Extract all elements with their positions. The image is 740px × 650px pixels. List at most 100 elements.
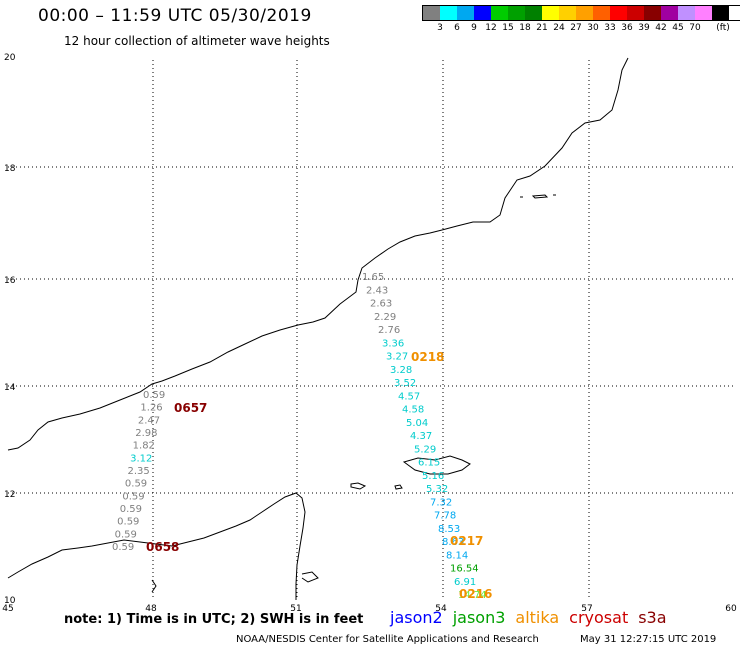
- longitude-tick-label: 60: [725, 604, 737, 614]
- swh-value: 5.04: [406, 418, 428, 429]
- swh-value: 0.59: [122, 491, 144, 502]
- legend-tick-label: 30: [587, 23, 599, 33]
- swh-value: 14.74: [458, 590, 487, 601]
- legend-swatch: [508, 6, 525, 20]
- legend-swatch: [576, 6, 593, 20]
- latitude-tick-label: 16: [4, 276, 16, 286]
- legend-swatch: [491, 6, 508, 20]
- time-labels: 0218 0217 0216 0657 0658: [146, 350, 492, 601]
- track-west: 0.591.262.472.981.823.122.350.590.590.59…: [112, 390, 165, 553]
- legend-tick-label: 45: [672, 23, 684, 33]
- legend-swatch: [440, 6, 457, 20]
- legend-tick-label: 70: [689, 23, 701, 33]
- swh-value: 2.43: [366, 285, 388, 296]
- legend-tick-label: 18: [519, 23, 531, 33]
- legend-swatch: [695, 6, 712, 20]
- satellite-name: s3a: [638, 608, 667, 627]
- satellite-name: jason3: [452, 608, 506, 627]
- swh-value: 3.27: [386, 352, 408, 363]
- satellite-legend: jason2 jason3 altika cryosat s3a: [390, 608, 677, 627]
- swh-value: 5.29: [414, 444, 436, 455]
- legend-tick-label: 3: [437, 23, 443, 33]
- legend-swatch: [474, 6, 491, 20]
- longitude-tick-label: 54: [435, 604, 447, 614]
- swh-value: 0.59: [120, 504, 142, 515]
- track-east: 1.65 2.43 2.63 2.29 2.76 3.36 3.27 3.28 3.52 4.57…: [362, 272, 487, 601]
- swh-value: 4.57: [398, 391, 420, 402]
- swh-value: 2.35: [128, 466, 150, 477]
- pass-time-label: 0218: [411, 350, 444, 364]
- swh-value: 2.47: [138, 415, 160, 426]
- swh-value: 16.54: [450, 564, 479, 575]
- longitude-ticks: 45 48 51 54 57 60: [2, 604, 737, 614]
- longitude-tick-label: 51: [290, 604, 301, 614]
- swh-value: 0.59: [117, 517, 139, 528]
- color-legend: 3 6 9 12 15 18 21 24 27 30 33 36 39 42 45 70 (ft): [422, 5, 740, 35]
- legend-swatch: [423, 6, 440, 20]
- swh-value: 6.15: [418, 458, 440, 469]
- swh-value: 4.58: [402, 405, 424, 416]
- credit-text: NOAA/NESDIS Center for Satellite Applica…: [236, 634, 539, 645]
- legend-swatch: [627, 6, 644, 20]
- swh-value: 3.36: [382, 338, 404, 349]
- legend-swatch: [712, 6, 729, 20]
- swh-value: 1.65: [362, 272, 384, 283]
- legend-tick-label: 36: [621, 23, 633, 33]
- swh-value: 0.59: [125, 479, 147, 490]
- legend-swatch: [610, 6, 627, 20]
- latitude-tick-label: 10: [4, 596, 16, 606]
- credit-date: May 31 12:27:15 UTC 2019: [580, 634, 717, 645]
- coastline-fragment: [151, 579, 157, 593]
- legend-swatch: [678, 6, 695, 20]
- pass-time-label: 0657: [174, 401, 207, 415]
- legend-unit: (ft): [716, 23, 730, 33]
- swh-value: 2.29: [374, 312, 396, 323]
- legend-tick-label: 9: [471, 23, 477, 33]
- legend-tick-label: 21: [536, 23, 548, 33]
- swh-value: 8.53: [438, 524, 460, 535]
- longitude-tick-label: 48: [145, 604, 157, 614]
- note-text: note: 1) Time is in UTC; 2) SWH is in fe…: [64, 612, 364, 627]
- swh-value: 5.16: [422, 471, 444, 482]
- swh-value: 8.14: [446, 550, 468, 561]
- map-title: 00:00 – 11:59 UTC 05/30/2019: [38, 6, 312, 26]
- swh-value: 0.59: [143, 390, 165, 401]
- longitude-tick-label: 57: [581, 604, 592, 614]
- legend-swatch: [542, 6, 559, 20]
- island-socotra: [402, 455, 471, 475]
- legend-swatch: [559, 6, 576, 20]
- satellite-name: altika: [515, 608, 560, 627]
- swh-value: 3.28: [390, 365, 412, 376]
- legend-tick-label: 24: [553, 23, 565, 33]
- legend-ticks: 3 6 9 12 15 18 21 24 27 30 33 36 39 42 45 70 (ft): [422, 21, 740, 35]
- legend-tick-label: 39: [638, 23, 650, 33]
- pass-time-label: 0217: [450, 534, 483, 548]
- legend-swatches: [422, 5, 740, 21]
- latitude-tick-label: 14: [4, 383, 16, 393]
- swh-value: 7.78: [434, 511, 456, 522]
- longitude-tick-label: 45: [2, 604, 13, 614]
- swh-value: 4.37: [410, 431, 432, 442]
- islands-small: [301, 194, 556, 583]
- swh-value: 2.63: [370, 299, 392, 310]
- swh-value: 0.59: [115, 529, 137, 540]
- latitude-tick-label: 20: [4, 53, 16, 63]
- map-subtitle: 12 hour collection of altimeter wave hei…: [64, 34, 330, 48]
- swh-value: 6.91: [454, 577, 476, 588]
- satellite-name: jason2: [390, 608, 443, 627]
- legend-tick-label: 42: [655, 23, 667, 33]
- swh-value: 7.32: [430, 497, 452, 508]
- pass-time-label: 0658: [146, 540, 179, 554]
- legend-tick-label: 6: [454, 23, 460, 33]
- swh-value: 5.32: [426, 484, 448, 495]
- swh-value: 3.12: [130, 453, 152, 464]
- satellite-name: cryosat: [569, 608, 629, 627]
- legend-tick-label: 12: [485, 23, 497, 33]
- latitude-ticks: 20 18 16 14 12 10: [4, 53, 16, 606]
- swh-value: 2.76: [378, 325, 400, 336]
- legend-tick-label: 15: [502, 23, 514, 33]
- pass-time-label: 0216: [459, 587, 492, 601]
- legend-tick-label: 33: [604, 23, 616, 33]
- legend-swatch: [593, 6, 610, 20]
